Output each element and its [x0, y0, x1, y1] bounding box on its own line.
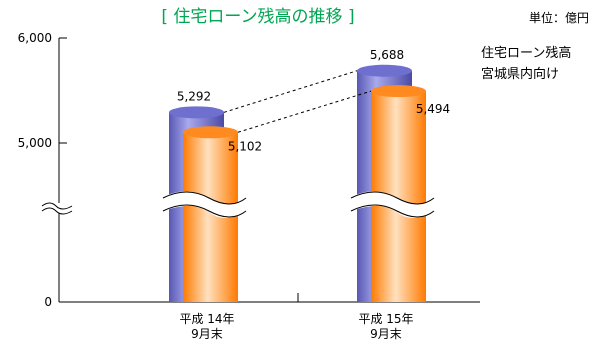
bar-cap-1-series-1 [169, 106, 224, 119]
bar-break-1 [163, 191, 246, 218]
bar-break-line-2-2 [350, 204, 435, 218]
bar-break-line-2-1 [350, 191, 435, 205]
y-tick-label-0: 0 [44, 295, 52, 309]
x-category-sublabel-1: 9月末 [191, 327, 223, 341]
bar-cap-2-series-1 [357, 64, 412, 77]
value-label-2-series-1: 5,688 [370, 48, 404, 62]
x-category-sublabel-2: 9月末 [370, 327, 402, 341]
x-category-label-2: 平成 15年 [358, 312, 413, 326]
y-axis-break [41, 202, 73, 215]
value-label-2-series-2: 5,494 [416, 102, 450, 116]
legend-series-2: 宮城県内向け [481, 66, 559, 82]
bar-break-line-1-2 [162, 204, 247, 218]
x-category-label-1: 平成 14年 [179, 312, 234, 326]
value-label-1-series-2: 5,102 [228, 139, 262, 153]
legend-series-1: 住宅ローン残高 [481, 45, 571, 61]
bar-cap-2-series-2 [371, 85, 426, 98]
unit-label: 単位：億円 [529, 10, 589, 25]
y-tick-label-5000: 5,000 [18, 136, 52, 150]
chart-title: [ 住宅ローン残高の推移 ] [161, 7, 354, 27]
connector-series-2 [237, 90, 372, 133]
value-label-1-series-1: 5,292 [177, 89, 211, 103]
bar-break-2 [351, 191, 434, 218]
bar-group: 5,292 5,102 5,688 5,494 [162, 48, 450, 302]
y-tick-label-6000: 6,000 [18, 31, 52, 45]
bar-break-line-1-1 [162, 191, 247, 205]
bar-cap-1-series-2 [183, 126, 238, 139]
connector-series-1 [223, 70, 358, 113]
